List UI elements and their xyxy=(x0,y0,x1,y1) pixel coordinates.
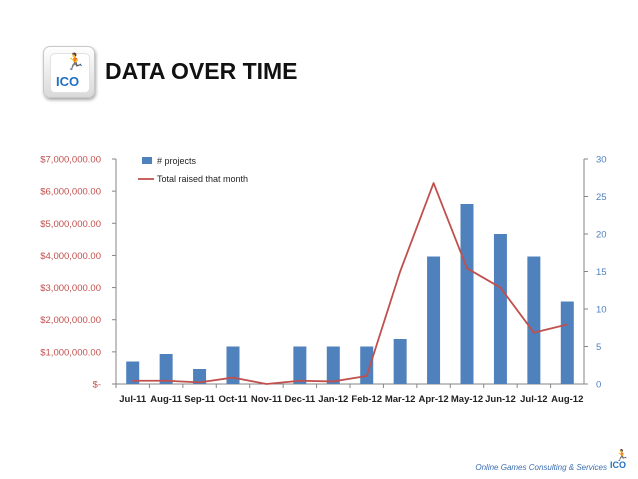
x-tick-label: Jul-12 xyxy=(520,394,547,405)
right-tick-label: 0 xyxy=(596,380,601,391)
line-point xyxy=(232,376,234,379)
left-tick-label: $- xyxy=(93,380,101,391)
line-point xyxy=(432,182,435,184)
x-tick-label: Jun-12 xyxy=(485,394,516,405)
left-tick-label: $1,000,000.00 xyxy=(40,347,101,358)
x-tick-label: Jan-12 xyxy=(318,394,348,405)
footer-text: Online Games Consulting & Services xyxy=(475,463,607,472)
bar-projects xyxy=(293,346,307,384)
x-tick-label: Oct-11 xyxy=(218,394,248,405)
page-title: DATA OVER TIME xyxy=(105,58,298,84)
line-point xyxy=(299,380,301,382)
bar-projects xyxy=(360,346,374,384)
bar-projects xyxy=(159,354,173,384)
footer-logo-text: ICO xyxy=(610,460,627,470)
right-tick-label: 15 xyxy=(596,267,607,278)
left-tick-label: $3,000,000.00 xyxy=(40,283,101,294)
x-tick-label: Jul-11 xyxy=(119,394,147,405)
right-tick-label: 20 xyxy=(596,230,607,241)
bar-projects xyxy=(126,361,140,384)
bar-projects xyxy=(326,346,340,384)
ico-logo-inner: 🏃 ICO xyxy=(50,53,90,93)
x-tick-label: Sep-11 xyxy=(184,394,215,405)
bar-projects xyxy=(460,204,474,384)
x-tick-label: Mar-12 xyxy=(385,394,416,405)
left-tick-label: $4,000,000.00 xyxy=(40,251,101,262)
line-point xyxy=(132,380,134,382)
legend-label-total-raised: Total raised that month xyxy=(157,174,248,184)
right-tick-label: 10 xyxy=(596,305,607,316)
line-point xyxy=(265,383,268,385)
right-tick-label: 5 xyxy=(596,342,601,353)
line-point xyxy=(399,270,401,273)
left-tick-label: $2,000,000.00 xyxy=(40,315,101,326)
bar-projects xyxy=(527,256,541,384)
left-tick-label: $5,000,000.00 xyxy=(40,219,101,230)
bar-projects xyxy=(226,346,240,384)
line-point xyxy=(566,323,568,326)
line-point xyxy=(165,380,167,382)
line-point xyxy=(533,331,535,334)
line-total-raised xyxy=(132,182,568,385)
left-tick-label: $6,000,000.00 xyxy=(40,187,101,198)
footer-runner-icon: 🏃 xyxy=(615,450,629,462)
footer-logo: 🏃 ICO xyxy=(609,450,631,473)
x-tick-label: May-12 xyxy=(451,394,483,405)
right-tick-label: 25 xyxy=(596,192,607,203)
x-tick-label: Aug-12 xyxy=(551,394,583,405)
bar-projects xyxy=(193,369,207,384)
runner-icon: 🏃 xyxy=(65,54,85,71)
line-point xyxy=(198,381,201,383)
bar-projects xyxy=(393,339,407,384)
line-point xyxy=(499,286,502,289)
x-tick-label: Aug-11 xyxy=(150,394,182,405)
x-tick-label: Apr-12 xyxy=(419,394,449,405)
line-point xyxy=(332,380,334,383)
bar-projects xyxy=(560,301,574,384)
logo-text: ICO xyxy=(56,74,80,89)
x-tick-label: Nov-11 xyxy=(251,394,283,405)
x-tick-label: Dec-11 xyxy=(285,394,316,405)
bar-projects xyxy=(493,234,507,384)
left-tick-label: $7,000,000.00 xyxy=(40,155,101,166)
ico-logo: 🏃 ICO xyxy=(43,46,95,98)
legend-label-projects: # projects xyxy=(157,156,197,166)
line-point xyxy=(466,267,468,269)
bar-projects xyxy=(427,256,441,384)
line-point xyxy=(366,375,368,377)
legend-swatch-projects xyxy=(142,157,152,164)
x-tick-label: Feb-12 xyxy=(351,394,382,405)
right-tick-label: 30 xyxy=(596,155,607,166)
